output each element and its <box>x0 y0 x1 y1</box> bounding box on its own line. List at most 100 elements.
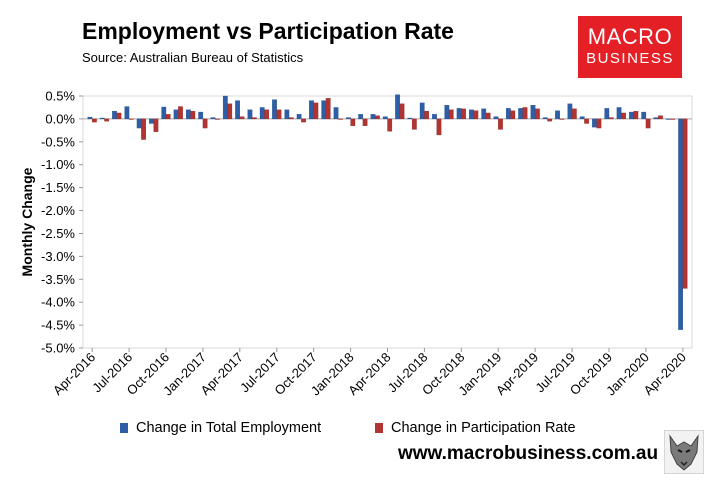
bar-employment <box>641 111 647 120</box>
bar-participation <box>251 117 257 120</box>
bar-employment <box>653 117 659 120</box>
bar-employment <box>333 107 339 120</box>
bar-employment <box>235 100 240 120</box>
logo-line1: MACRO <box>587 24 673 49</box>
bar-employment <box>284 109 290 120</box>
legend-label-employment: Change in Total Employment <box>136 420 322 436</box>
chart-title: Employment vs Participation Rate <box>82 18 454 44</box>
bar-employment <box>678 118 683 330</box>
bar-employment <box>186 109 191 120</box>
bar-participation <box>325 98 331 120</box>
bar-employment <box>358 114 364 120</box>
bar-participation <box>362 118 368 126</box>
bar-participation <box>178 106 183 120</box>
bar-employment <box>296 114 302 120</box>
legend-item-participation: Change in Participation Rate <box>375 420 576 436</box>
bar-employment <box>309 100 314 120</box>
bar-employment <box>629 111 634 120</box>
bar-employment <box>222 95 228 120</box>
bar-participation <box>436 118 442 136</box>
bar-participation <box>448 109 454 120</box>
bar-employment <box>210 117 216 120</box>
bar-participation <box>596 118 602 129</box>
bar-participation <box>547 118 553 122</box>
bar-employment <box>161 106 167 120</box>
bar-participation <box>288 117 294 120</box>
bar-participation <box>338 118 343 120</box>
bar-employment <box>542 117 548 120</box>
bar-employment <box>321 100 327 120</box>
bar-participation <box>141 118 146 140</box>
bar-participation <box>522 107 528 120</box>
bar-employment <box>112 110 117 120</box>
bar-participation <box>485 112 491 120</box>
y-tick-label: -3.5% <box>41 272 75 287</box>
bar-participation <box>633 110 639 120</box>
bar-participation <box>584 118 589 124</box>
y-tick-label: -2.0% <box>41 203 75 218</box>
macrobusiness-logo: MACRO BUSINESS <box>578 16 682 78</box>
bar-participation <box>165 114 171 120</box>
logo-line2: BUSINESS <box>586 50 674 67</box>
legend-item-employment: Change in Total Employment <box>120 420 321 436</box>
bar-employment <box>530 105 536 120</box>
bar-participation <box>387 118 393 132</box>
y-tick-label: -1.0% <box>41 157 75 172</box>
bar-participation <box>682 118 688 289</box>
bar-participation <box>670 118 676 120</box>
bar-participation <box>411 118 417 130</box>
bar-participation <box>227 103 233 120</box>
bar-participation <box>116 112 122 120</box>
bar-participation <box>239 116 245 120</box>
bar-participation <box>153 118 159 132</box>
bar-employment <box>407 117 413 120</box>
bar-participation <box>276 109 282 120</box>
bar-employment <box>382 116 388 120</box>
bar-participation <box>424 110 429 120</box>
bar-participation <box>498 118 503 130</box>
bar-participation <box>301 118 306 123</box>
bar-employment <box>99 117 105 120</box>
bar-employment <box>198 111 204 120</box>
bar-employment <box>124 106 130 120</box>
bar-employment <box>579 116 585 120</box>
x-tick-label: Apr-2016 <box>50 350 98 398</box>
bar-employment <box>493 116 499 120</box>
y-axis-title: Monthly Change <box>19 167 35 276</box>
bar-participation <box>92 118 97 123</box>
chart-source: Source: Australian Bureau of Statistics <box>82 50 304 65</box>
bar-employment <box>87 116 93 120</box>
y-tick-label: -3.0% <box>41 249 75 264</box>
bar-employment <box>370 114 376 120</box>
bar-employment <box>432 114 437 120</box>
wolf-icon <box>664 430 704 474</box>
bar-employment <box>567 103 573 120</box>
bar-employment <box>346 117 351 120</box>
bar-employment <box>469 109 474 120</box>
y-tick-label: -5.0% <box>41 341 75 356</box>
bar-employment <box>518 108 524 120</box>
bar-employment <box>272 99 277 120</box>
bar-participation <box>350 118 356 126</box>
bar-participation <box>658 115 663 120</box>
bar-participation <box>313 102 319 120</box>
y-tick-label: -1.5% <box>41 180 75 195</box>
bar-participation <box>264 109 270 120</box>
y-tick-label: -0.5% <box>41 134 75 149</box>
bar-employment <box>555 110 560 120</box>
bar-employment <box>149 118 154 124</box>
bar-participation <box>375 115 380 120</box>
bar-participation <box>621 112 626 120</box>
y-tick-label: 0.0% <box>45 111 75 126</box>
bar-participation <box>399 103 405 120</box>
bar-employment <box>395 94 400 120</box>
bar-employment <box>505 108 511 120</box>
bar-participation <box>461 108 466 120</box>
bar-employment <box>616 107 622 120</box>
bar-participation <box>104 118 110 122</box>
bar-employment <box>444 105 450 120</box>
bar-participation <box>510 110 516 120</box>
bar-participation <box>571 108 577 120</box>
bar-employment <box>259 107 265 120</box>
